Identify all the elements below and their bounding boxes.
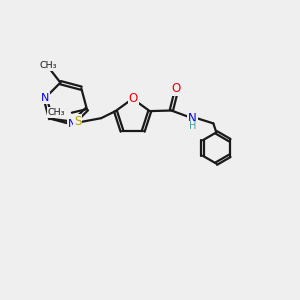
Text: H: H	[189, 122, 196, 131]
Text: N: N	[68, 119, 76, 129]
Text: CH₃: CH₃	[48, 108, 65, 117]
Text: N: N	[188, 112, 197, 124]
Text: CH₃: CH₃	[40, 61, 57, 70]
Text: N: N	[41, 93, 49, 103]
Text: O: O	[129, 92, 138, 105]
Text: O: O	[172, 82, 181, 95]
Text: S: S	[74, 115, 81, 128]
